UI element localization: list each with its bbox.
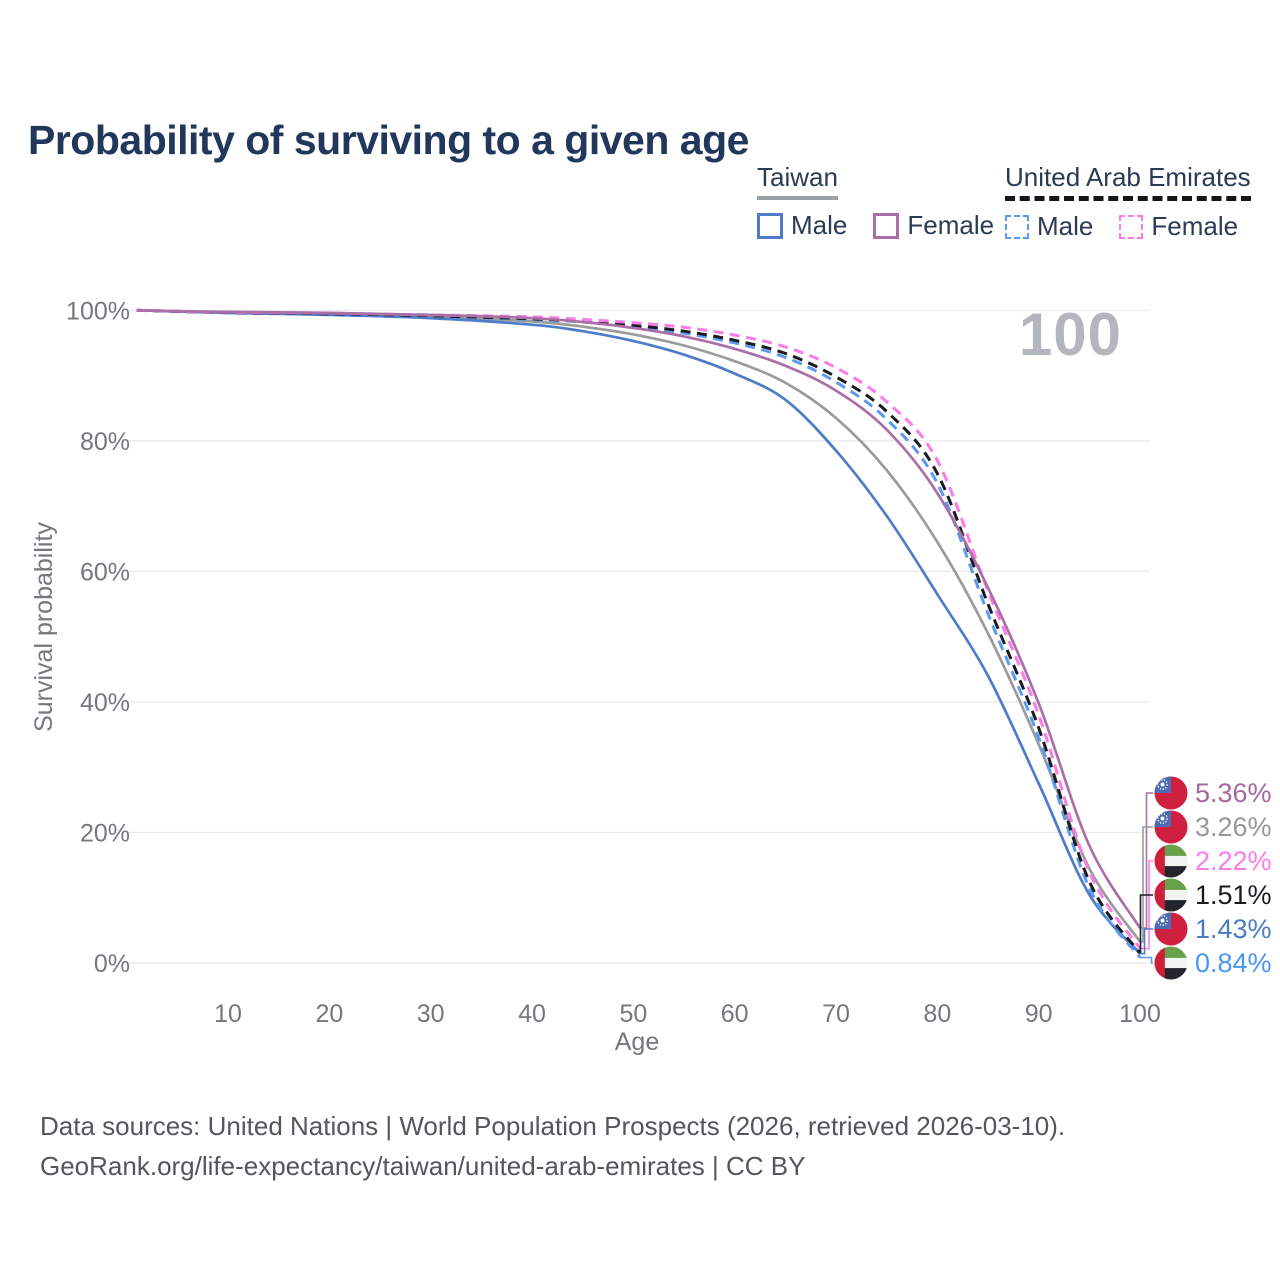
footer: Data sources: United Nations | World Pop… (40, 1106, 1065, 1186)
end-label-value: 0.84% (1195, 947, 1272, 978)
legend-item-label: Female (1151, 211, 1239, 241)
legend-header-taiwan[interactable]: Taiwan (757, 162, 838, 200)
end-label-united-arab-emirates-female: 2.22% (1154, 844, 1272, 878)
uae-flag-icon (1154, 878, 1188, 912)
end-label-value: 1.43% (1195, 913, 1272, 944)
x-tick-label: 70 (822, 1000, 850, 1028)
source-url-text: GeoRank.org/life-expectancy/taiwan/unite… (40, 1151, 806, 1181)
legend-item-uae-female[interactable]: Female (1119, 211, 1238, 242)
legend-item-label: Male (791, 210, 848, 240)
series-line-taiwan-total[interactable] (136, 308, 1142, 943)
legend-item-taiwan-male[interactable]: Male (757, 210, 847, 241)
end-label-value: 2.22% (1195, 845, 1272, 876)
taiwan-flag-icon (1154, 912, 1188, 946)
end-label-connector (1139, 956, 1153, 964)
taiwan-flag-icon (1154, 810, 1188, 844)
y-axis-title: Survival probability (30, 522, 58, 732)
end-label-value: 5.36% (1195, 777, 1272, 808)
data-sources-text: Data sources: United Nations | World Pop… (40, 1111, 1066, 1141)
x-tick-label: 90 (1025, 1000, 1053, 1028)
legend-item-label: Female (907, 210, 995, 240)
y-tick-label: 80% (80, 428, 130, 456)
end-label-taiwan-total: 3.26% (1154, 810, 1272, 844)
hovered-age-watermark: 100 (1018, 301, 1122, 368)
y-tick-label: 20% (80, 819, 130, 847)
x-axis-title: Age (615, 1028, 659, 1056)
end-label-taiwan-male: 1.43% (1154, 912, 1272, 946)
x-tick-label: 20 (315, 1000, 343, 1028)
uae-flag-icon (1154, 946, 1188, 980)
y-tick-label: 40% (80, 689, 130, 717)
taiwan-flag-icon (1154, 776, 1188, 810)
legend-item-uae-male[interactable]: Male (1005, 211, 1093, 242)
series-line-united-arab-emirates-total[interactable] (136, 308, 1142, 954)
legend-group-taiwan: Taiwan Male Female (757, 162, 994, 241)
legend-group-united-arab-emirates: United Arab Emirates Male Female (1005, 162, 1251, 242)
x-tick-label: 40 (518, 1000, 546, 1028)
uae-male-swatch-icon (1005, 214, 1029, 239)
end-label-value: 3.26% (1195, 811, 1272, 842)
uae-female-swatch-icon (1119, 214, 1144, 239)
x-tick-label: 80 (923, 1000, 951, 1028)
end-label-taiwan-female: 5.36% (1154, 776, 1272, 810)
legend-header-united-arab-emirates[interactable]: United Arab Emirates (1005, 162, 1251, 201)
x-tick-label: 100 (1119, 1000, 1161, 1028)
legend-item-taiwan-female[interactable]: Female (873, 210, 994, 241)
y-tick-label: 0% (94, 950, 130, 978)
x-tick-label: 50 (619, 1000, 647, 1028)
taiwan-male-swatch-icon (757, 212, 783, 239)
x-tick-label: 10 (214, 1000, 242, 1028)
y-tick-label: 100% (66, 297, 130, 325)
x-tick-label: 30 (417, 1000, 445, 1028)
legend-item-label: Male (1037, 211, 1094, 241)
end-label-united-arab-emirates-male: 0.84% (1154, 946, 1272, 980)
y-tick-label: 60% (80, 558, 130, 586)
end-label-connector (1139, 928, 1153, 955)
series-line-taiwan-male[interactable] (136, 308, 1142, 955)
end-label-united-arab-emirates-total: 1.51% (1154, 878, 1272, 912)
uae-flag-icon (1154, 844, 1188, 878)
end-label-value: 1.51% (1195, 879, 1272, 910)
series-line-united-arab-emirates-female[interactable] (136, 308, 1142, 950)
chart-title: Probability of surviving to a given age (28, 117, 749, 164)
series-line-taiwan-female[interactable] (136, 308, 1142, 929)
x-tick-label: 60 (721, 1000, 749, 1028)
taiwan-female-swatch-icon (873, 212, 900, 239)
series-line-united-arab-emirates-male[interactable] (136, 308, 1142, 959)
